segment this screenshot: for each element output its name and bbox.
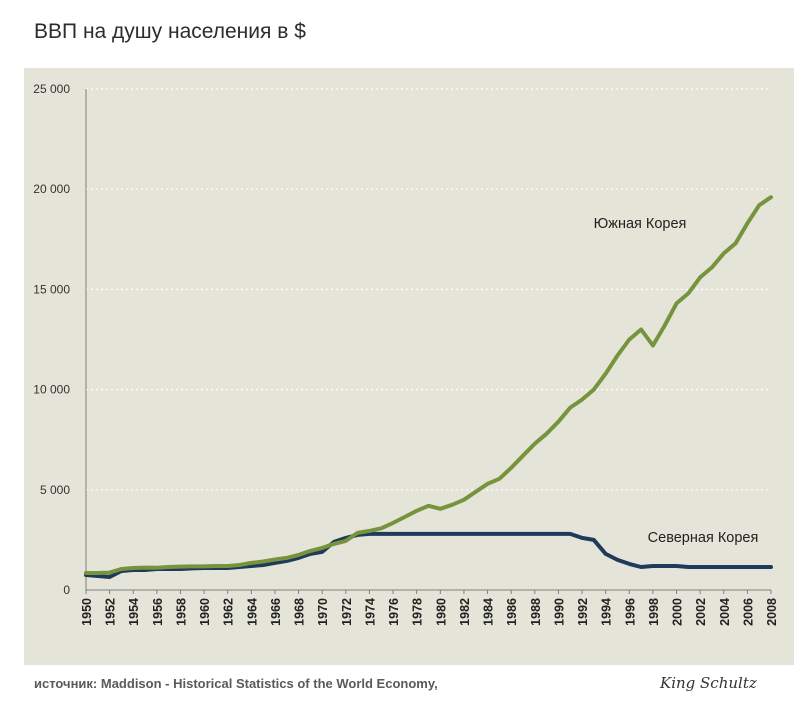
x-tick-label: 2000 [671, 598, 685, 626]
x-tick-label: 1982 [458, 598, 472, 626]
x-tick-label: 1960 [198, 598, 212, 626]
x-tick-label: 1958 [174, 598, 188, 626]
x-tick-label: 1976 [387, 598, 401, 626]
annotation-south-korea: Южная Корея [594, 216, 687, 232]
x-tick-label: 1996 [623, 598, 637, 626]
x-tick-label: 1962 [222, 598, 236, 626]
chart-title: ВВП на душу населения в $ [34, 20, 306, 43]
y-tick-label: 20 000 [33, 182, 70, 196]
x-tick-label: 1990 [552, 598, 566, 626]
watermark-logo: King Schultz [660, 674, 757, 692]
y-tick-label: 25 000 [33, 82, 70, 96]
x-tick-label: 2002 [694, 598, 708, 626]
x-tick-label: 1994 [600, 598, 614, 626]
x-tick-label: 1964 [245, 598, 259, 626]
x-tick-label: 1950 [80, 598, 94, 626]
x-tick-label: 1952 [104, 598, 118, 626]
x-tick-label: 2008 [765, 598, 779, 626]
x-tick-label: 1968 [293, 598, 307, 626]
x-tick-label: 1984 [482, 598, 496, 626]
x-tick-label: 1986 [505, 598, 519, 626]
x-tick-label: 1956 [151, 598, 165, 626]
series-line-south-korea [84, 195, 773, 575]
x-tick-label: 2006 [741, 598, 755, 626]
x-tick-label: 1988 [529, 598, 543, 626]
annotation-north-korea: Северная Корея [648, 530, 759, 546]
y-tick-label: 5 000 [40, 483, 70, 497]
y-tick-label: 0 [63, 583, 70, 597]
x-tick-label: 1974 [363, 598, 377, 626]
x-tick-label: 1978 [411, 598, 425, 626]
x-tick-label: 1966 [269, 598, 283, 626]
x-tick-label: 1998 [647, 598, 661, 626]
source-note: источник: Maddison - Historical Statisti… [34, 676, 438, 691]
x-tick-label: 1972 [340, 598, 354, 626]
x-tick-label: 1992 [576, 598, 590, 626]
y-tick-label: 15 000 [33, 282, 70, 296]
x-tick-label: 1954 [127, 598, 141, 626]
y-tick-label: 10 000 [33, 383, 70, 397]
x-tick-label: 2004 [718, 598, 732, 626]
x-tick-label: 1970 [316, 598, 330, 626]
x-tick-label: 1980 [434, 598, 448, 626]
